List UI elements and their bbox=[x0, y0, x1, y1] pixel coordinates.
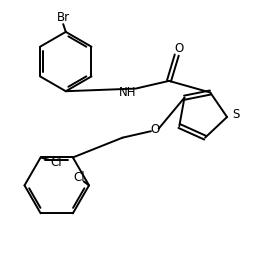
Text: Cl: Cl bbox=[50, 156, 62, 169]
Text: O: O bbox=[150, 123, 159, 136]
Text: S: S bbox=[232, 108, 240, 121]
Text: Cl: Cl bbox=[73, 171, 85, 184]
Text: O: O bbox=[175, 42, 184, 55]
Text: Br: Br bbox=[57, 11, 70, 24]
Text: NH: NH bbox=[119, 86, 136, 99]
